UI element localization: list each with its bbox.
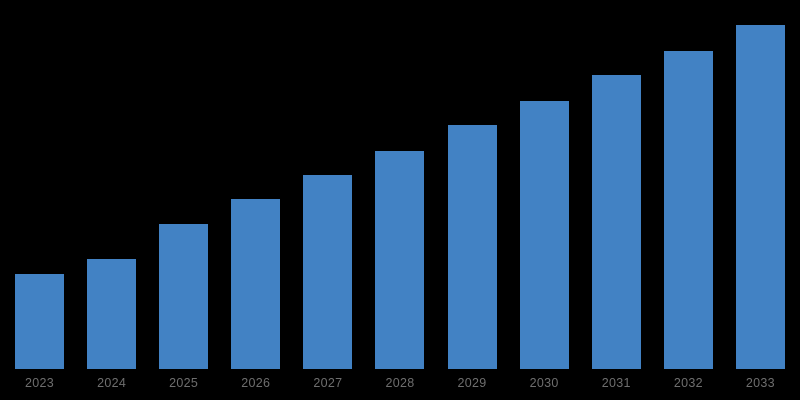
chart-column-2029: 2029 — [447, 0, 497, 400]
bar-2032 — [663, 50, 713, 369]
x-tick-label-2031: 2031 — [601, 376, 631, 390]
x-tick-label-2030: 2030 — [529, 376, 559, 390]
bar-2023 — [15, 273, 64, 369]
x-tick-label-2027: 2027 — [313, 376, 343, 390]
x-tick-label-2029: 2029 — [457, 376, 487, 390]
chart-column-2023: 2023 — [15, 0, 64, 400]
chart-column-2027: 2027 — [303, 0, 353, 400]
x-tick-label-2026: 2026 — [241, 376, 271, 390]
chart-column-2026: 2026 — [231, 0, 281, 400]
x-tick-label-2033: 2033 — [745, 376, 775, 390]
x-tick-label-2024: 2024 — [97, 376, 127, 390]
bar-2024 — [87, 259, 137, 369]
bar-2029 — [447, 125, 497, 369]
bar-2030 — [519, 100, 569, 369]
x-tick-label-2028: 2028 — [385, 376, 415, 390]
bar-2033 — [735, 24, 785, 369]
x-tick-label-2025: 2025 — [169, 376, 199, 390]
chart-column-2028: 2028 — [375, 0, 425, 400]
bar-2025 — [159, 224, 209, 369]
chart-column-2030: 2030 — [519, 0, 569, 400]
x-tick-label-2032: 2032 — [673, 376, 703, 390]
bar-2027 — [303, 174, 353, 369]
chart-column-2024: 2024 — [87, 0, 137, 400]
bar-2026 — [231, 199, 281, 369]
chart-column-2031: 2031 — [591, 0, 641, 400]
bar-2031 — [591, 75, 641, 369]
chart-column-2025: 2025 — [159, 0, 209, 400]
x-tick-label-2023: 2023 — [24, 376, 54, 390]
bar-2028 — [375, 150, 425, 369]
chart-column-2032: 2032 — [663, 0, 713, 400]
chart-column-2033: 2033 — [735, 0, 785, 400]
